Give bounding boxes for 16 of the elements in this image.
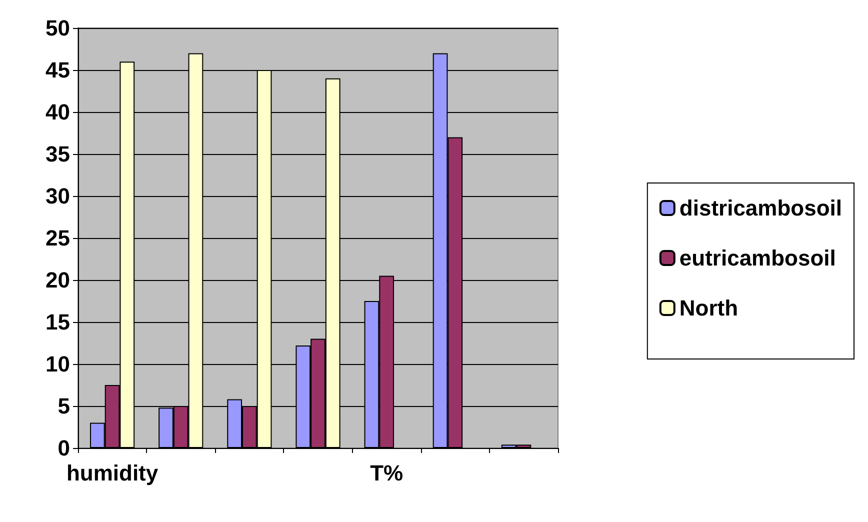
y-tick-label: 35 <box>46 142 70 166</box>
y-tick-label: 50 <box>46 16 70 40</box>
y-tick-label: 15 <box>46 310 70 334</box>
legend-label: North <box>679 296 738 320</box>
x-tick-label: T% <box>370 460 404 486</box>
y-tick-label: 25 <box>46 226 70 250</box>
y-tick-label: 5 <box>58 394 70 418</box>
y-tick-label: 20 <box>46 268 70 292</box>
x-tick-label: humidity <box>66 460 159 486</box>
y-tick-label: 0 <box>58 436 70 460</box>
y-tick-label: 30 <box>46 184 70 208</box>
y-tick-label: 45 <box>46 58 70 82</box>
legend-label: eutricambosoil <box>679 246 836 270</box>
legend-label: districambosoil <box>679 196 842 220</box>
y-tick-label: 40 <box>46 100 70 124</box>
y-tick-label: 10 <box>46 352 70 376</box>
